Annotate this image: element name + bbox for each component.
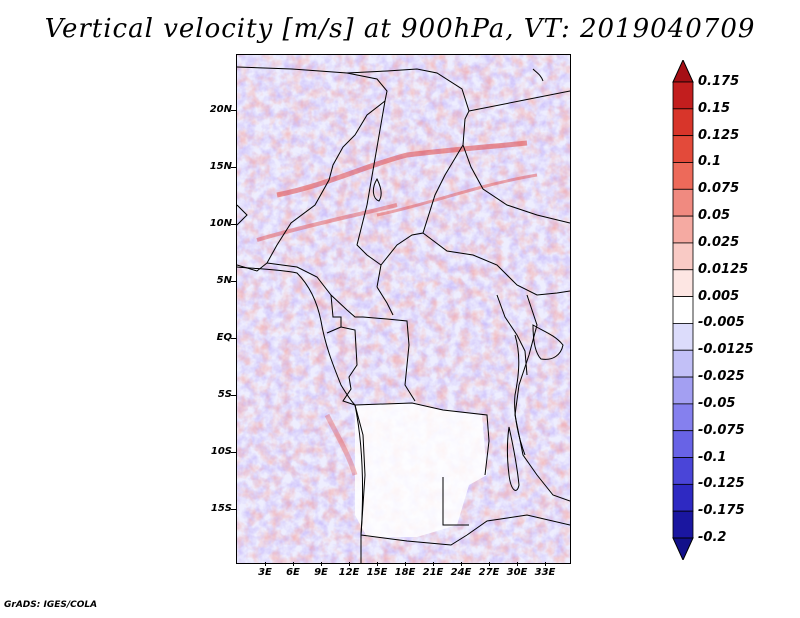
lon-tick-24e: 24E [450,567,472,578]
colorbar-label: -0.0125 [698,342,754,358]
colorbar-label: -0.1 [698,449,727,465]
colorbar-label: 0.125 [698,127,740,143]
lat-tick-10n: 10N [209,218,232,229]
colorbar-label: -0.025 [698,369,745,385]
lat-tick-5s: 5S [217,389,232,400]
colorbar-label: 0.15 [698,100,731,116]
colorbar-segment [672,457,694,485]
colorbar-segment [672,242,694,271]
lon-tick-9e: 9E [314,567,328,578]
colorbar-label: -0.005 [698,315,745,331]
lon-tick-3e: 3E [258,567,272,578]
colorbar-segment [672,510,694,539]
colorbar-segment [672,162,694,190]
lat-tick-15s: 15S [210,503,232,514]
map-panel [236,54,571,564]
colorbar [672,60,694,560]
colorbar-segment [672,108,694,137]
country-borders [237,66,570,546]
colorbar-segment [672,430,694,458]
colorbar-segment [672,323,694,351]
colorbar-segment [672,296,694,324]
colorbar-label: -0.075 [698,422,745,438]
colorbar-segment [672,483,694,512]
lat-tick-5n: 5N [216,275,232,286]
vertical-velocity-field [237,55,570,563]
colorbar-segment [672,349,694,378]
colorbar-label: -0.2 [698,530,727,545]
colorbar-label: -0.175 [698,503,745,519]
colorbar-segment [672,403,694,432]
lon-tick-15e: 15E [366,567,388,578]
colorbar-label: 0.05 [698,208,731,224]
colorbar-label: -0.125 [698,476,745,492]
colorbar-label: -0.05 [698,395,736,411]
map-title: Vertical velocity [m/s] at 900hPa, VT: 2… [44,14,756,44]
footer-credit: GrADS: IGES/COLA [4,600,98,610]
colorbar-segment [672,188,694,217]
colorbar-top-arrow [672,60,694,83]
colorbar-label: 0.025 [698,234,740,250]
lon-tick-6e: 6E [286,567,300,578]
colorbar-label: 0.005 [698,288,740,304]
colorbar-segment [672,269,694,297]
lon-tick-33e: 33E [534,567,556,578]
colorbar-segment [672,135,694,163]
lon-tick-30e: 30E [506,567,528,578]
lat-tick-eq: EQ [216,332,232,343]
lon-tick-12e: 12E [338,567,360,578]
colorbar-label: 0.1 [698,154,722,170]
lat-tick-10s: 10S [210,446,232,457]
colorbar-segment [672,81,694,110]
colorbar-segment [672,376,694,405]
lon-tick-27e: 27E [478,567,500,578]
colorbar-bottom-arrow [672,537,694,560]
colorbar-segment [672,215,694,244]
lon-tick-18e: 18E [394,567,416,578]
colorbar-label: 0.175 [698,74,740,89]
colorbar-label: 0.075 [698,181,740,197]
lat-tick-20n: 20N [209,104,232,115]
colorbar-label: 0.0125 [698,261,749,277]
coastlines [237,68,564,563]
lat-tick-15n: 15N [209,161,232,172]
lon-tick-21e: 21E [422,567,444,578]
